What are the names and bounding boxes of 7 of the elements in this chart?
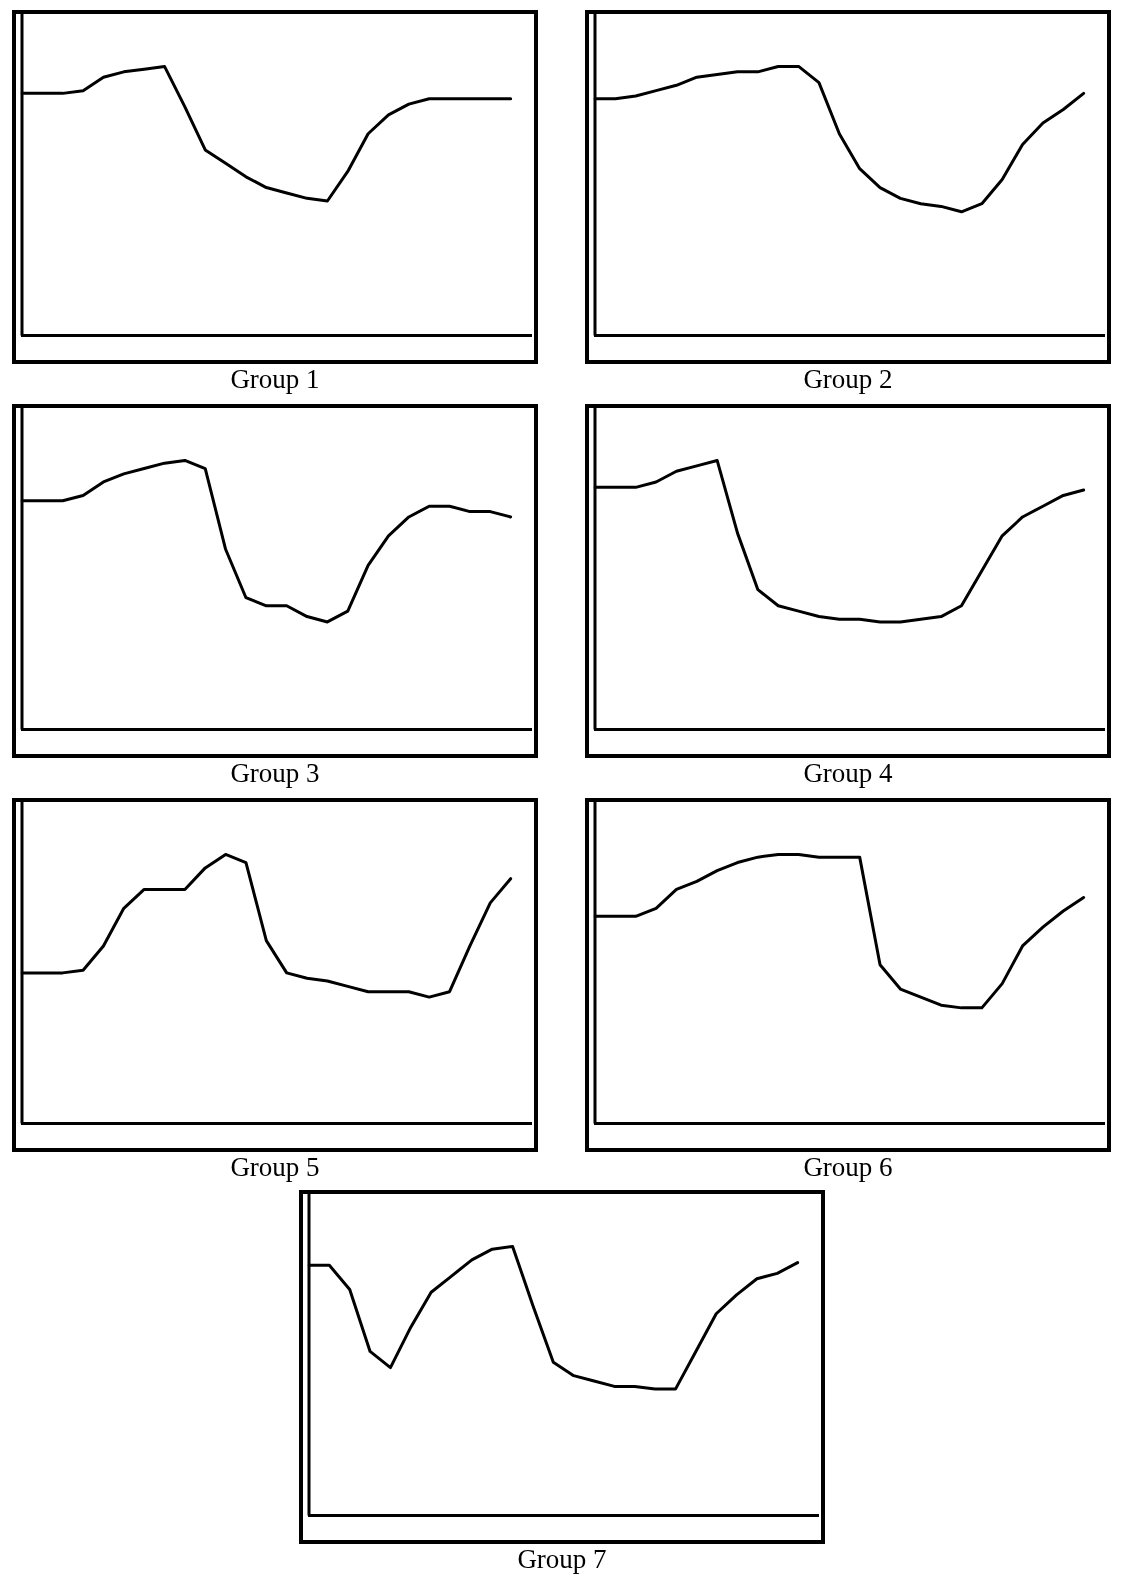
x-axis-title: Group 7 bbox=[516, 1544, 608, 1574]
x-axis-title: Group 4 bbox=[802, 758, 894, 788]
x-axis-title: Group 2 bbox=[802, 364, 894, 394]
x-axis-title: Group 5 bbox=[229, 1152, 321, 1182]
x-axis-title: Group 1 bbox=[229, 364, 321, 394]
x-axis-title: Group 3 bbox=[229, 758, 321, 788]
x-axis-title: Group 6 bbox=[802, 1152, 894, 1182]
